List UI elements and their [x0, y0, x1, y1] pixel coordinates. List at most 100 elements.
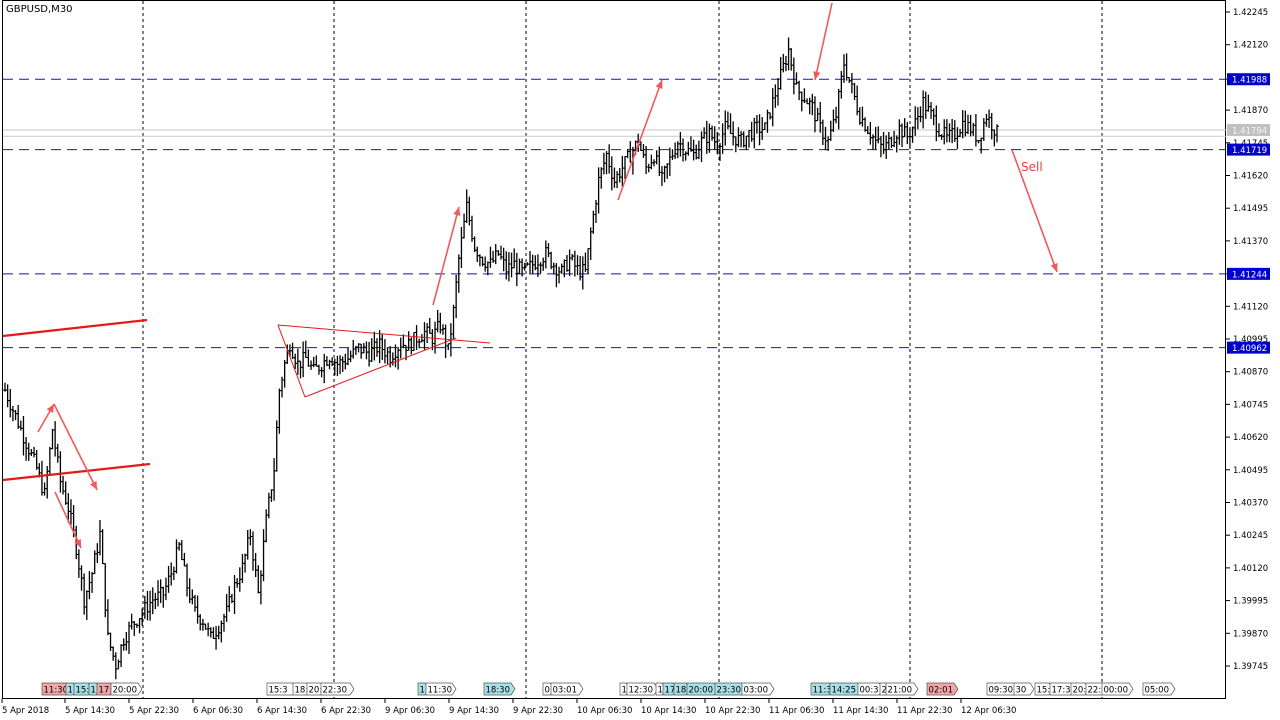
price-label-box	[1227, 73, 1270, 86]
arrow-shaft	[617, 79, 663, 201]
price-label: 1.41988	[1232, 76, 1267, 86]
y-tick-label: 1.41120	[1233, 302, 1268, 312]
event-tag-label: 11:3	[813, 686, 832, 696]
price-label: 1.40962	[1232, 344, 1267, 354]
time-axis[interactable]: 5 Apr 2018 5 Apr 14:30 5 Apr 22:30 6 Apr 06…	[1, 699, 1016, 716]
y-tick-label: 1.41370	[1233, 237, 1268, 247]
event-tag-label: 1	[658, 686, 663, 696]
y-tick-label: 1.42120	[1233, 41, 1268, 51]
x-tick-label: 6 Apr 06:30	[193, 706, 243, 716]
y-tick-label: 1.41870	[1233, 106, 1268, 116]
event-tag-label: 23:30	[717, 686, 742, 696]
arrow-head	[813, 71, 821, 80]
event-tag-label: 11:30	[44, 686, 69, 696]
price-axis[interactable]: 1.422451.421201.419881.418701.417451.416…	[1226, 0, 1280, 699]
event-tag	[741, 682, 775, 696]
arrow-shaft	[1011, 149, 1058, 273]
symbol-title: GBPUSD,M30	[6, 4, 73, 15]
y-tick-label: 1.41620	[1233, 172, 1268, 182]
event-tag-label: 15:	[76, 686, 90, 696]
event-tag-label: 05:00	[1145, 686, 1170, 696]
event-tag-label: 03:00	[744, 686, 769, 696]
event-tags: 11:30 1 15: 1 17:320:00 15:3 18:120: 22:30 1 11:3…	[41, 682, 1176, 696]
event-tag-label: 22:	[1088, 686, 1102, 696]
event-tag-label: 18:1	[295, 686, 314, 696]
x-tick-label: 10 Apr 22:30	[705, 706, 760, 716]
event-tag-label: 21:00	[888, 686, 913, 696]
x-tick-label: 5 Apr 14:30	[65, 706, 115, 716]
event-tag	[110, 682, 143, 696]
price-label-box	[1227, 341, 1270, 354]
y-tick-label: 1.39870	[1233, 629, 1268, 639]
event-tag-label: 22:30	[323, 686, 348, 696]
x-tick-label: 9 Apr 14:30	[449, 706, 499, 716]
event-tag-label: 20:	[309, 686, 323, 696]
y-tick-label: 1.40120	[1233, 564, 1268, 574]
trendline-lower-left[interactable]	[2, 462, 151, 482]
triangle-lower-line[interactable]	[304, 337, 457, 398]
triangle-left-line[interactable]	[277, 324, 306, 398]
y-tick-label: 1.40870	[1233, 368, 1268, 378]
arrow-shaft	[814, 2, 833, 81]
event-tag-label: 1	[91, 686, 96, 696]
event-tag-label: 14:25	[832, 686, 857, 696]
x-tick-label: 10 Apr 06:30	[577, 706, 632, 716]
x-tick-label: 10 Apr 14:30	[641, 706, 696, 716]
event-tag	[1013, 682, 1035, 696]
event-tag-label: 15:	[1037, 686, 1051, 696]
event-tag	[425, 682, 457, 696]
event-tag-label: 11:30	[428, 686, 453, 696]
arrows	[37, 2, 1058, 549]
arrow-head	[655, 80, 663, 89]
event-tag-label: 1	[622, 686, 627, 696]
arrow-shaft	[432, 206, 460, 306]
price-label-box	[1227, 267, 1270, 280]
event-tag-label: 18	[676, 686, 687, 696]
event-tag-label: 20:	[1073, 686, 1087, 696]
arrow-shaft	[53, 403, 98, 491]
arrow-head	[46, 404, 54, 413]
x-tick-label: 12 Apr 06:30	[961, 706, 1016, 716]
event-tag-label: 02:01	[929, 686, 954, 696]
event-tag-label: 1	[68, 686, 73, 696]
x-tick-label: 11 Apr 14:30	[833, 706, 888, 716]
x-tick-label: 5 Apr 22:30	[129, 706, 179, 716]
y-tick-label: 1.39745	[1233, 662, 1268, 672]
arrow-shaft	[54, 491, 82, 549]
event-tag-label: 17:3	[99, 686, 118, 696]
price-label-box	[1227, 123, 1270, 136]
triangle-upper-line[interactable]	[277, 324, 491, 344]
event-tag	[320, 682, 355, 696]
y-tick-label: 1.41495	[1233, 204, 1268, 214]
event-tag-label: 00:00	[1104, 686, 1129, 696]
y-tick-label: 1.39995	[1233, 597, 1268, 607]
event-tag-label: 03:01	[553, 686, 578, 696]
trendline-upper-left[interactable]	[2, 318, 148, 338]
price-label-box	[1227, 143, 1270, 156]
price-label: 1.41244	[1232, 270, 1267, 280]
plot-frame	[2, 0, 1226, 699]
y-tick-label: 1.40995	[1233, 335, 1268, 345]
vertical-grid	[142, 1, 1103, 699]
x-tick-label: 5 Apr 2018	[2, 706, 49, 716]
y-tick-label: 1.40370	[1233, 499, 1268, 509]
y-tick-label: 1.40745	[1233, 400, 1268, 410]
x-tick-label: 11 Apr 22:30	[897, 706, 952, 716]
x-tick-label: 6 Apr 22:30	[321, 706, 371, 716]
event-tag-label: 20:00	[689, 686, 714, 696]
event-tag-label: 09:30	[989, 686, 1014, 696]
y-tick-label: 1.40495	[1233, 466, 1268, 476]
event-tag-label: 15:3	[269, 686, 288, 696]
event-tag-label: 17:3	[1052, 686, 1071, 696]
event-tag-label: 20:00	[113, 686, 138, 696]
event-tag-label: 18:30	[486, 686, 511, 696]
event-tag	[1142, 682, 1176, 696]
y-tick-label: 1.40245	[1233, 531, 1268, 541]
arrow-head	[453, 207, 461, 216]
x-tick-label: 6 Apr 14:30	[257, 706, 307, 716]
arrow-head	[74, 539, 81, 548]
event-tag	[926, 682, 959, 696]
event-tag-label: 12:30	[629, 686, 654, 696]
event-tag-label: 00:3	[860, 686, 879, 696]
